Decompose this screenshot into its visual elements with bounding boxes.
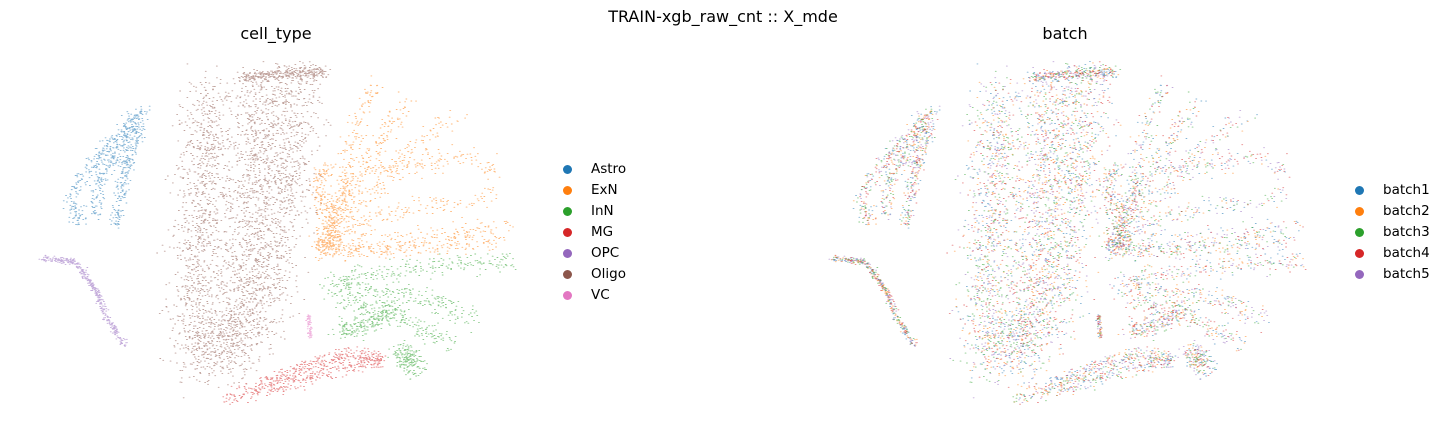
legend-cell-type: Astro ExN InN MG OPC Oligo VC xyxy=(563,159,626,306)
scatter-series xyxy=(62,105,151,229)
legend-label: batch5 xyxy=(1383,266,1430,282)
legend-label: batch3 xyxy=(1383,224,1430,240)
legend-item: batch3 xyxy=(1355,222,1430,243)
figure-suptitle: TRAIN-xgb_raw_cnt :: X_mde xyxy=(608,7,838,26)
panel-title-cell-type: cell_type xyxy=(240,24,312,43)
legend-item: batch1 xyxy=(1355,180,1430,201)
scatter-series xyxy=(832,62,1296,403)
legend-label: batch1 xyxy=(1383,182,1430,198)
legend-marker xyxy=(1355,270,1364,279)
legend-label: Oligo xyxy=(591,266,626,282)
scatter-points-cell-type xyxy=(38,60,517,405)
legend-marker xyxy=(1355,186,1364,195)
legend-marker xyxy=(563,207,572,216)
scatter-points-batch xyxy=(828,60,1307,405)
legend-label: VC xyxy=(591,287,610,303)
legend-label: ExN xyxy=(591,182,618,198)
scatter-series xyxy=(834,61,1307,405)
legend-marker xyxy=(563,291,572,300)
legend-item: Oligo xyxy=(563,264,626,285)
legend-label: Astro xyxy=(591,161,627,177)
legend-label: InN xyxy=(591,203,614,219)
legend-marker xyxy=(563,186,572,195)
legend-marker xyxy=(1355,207,1364,216)
scatter-series xyxy=(308,75,514,262)
legend-item: InN xyxy=(563,201,626,222)
legend-marker xyxy=(563,228,572,237)
legend-batch: batch1 batch2 batch3 batch4 batch5 xyxy=(1355,180,1430,285)
legend-label: batch4 xyxy=(1383,245,1430,261)
legend-item: VC xyxy=(563,285,626,306)
legend-marker xyxy=(1355,228,1364,237)
scatter-series xyxy=(828,61,1304,404)
scatter-series xyxy=(156,60,332,399)
legend-item: batch4 xyxy=(1355,243,1430,264)
legend-item: OPC xyxy=(563,243,626,264)
scatter-series xyxy=(38,254,128,347)
legend-marker xyxy=(563,249,572,258)
legend-label: MG xyxy=(591,224,614,240)
scatter-series xyxy=(319,252,517,380)
scatter-series xyxy=(833,60,1302,399)
legend-marker xyxy=(1355,249,1364,258)
legend-item: ExN xyxy=(563,180,626,201)
legend-item: batch5 xyxy=(1355,264,1430,285)
legend-label: OPC xyxy=(591,245,620,261)
legend-item: batch2 xyxy=(1355,201,1430,222)
legend-item: Astro xyxy=(563,159,626,180)
scatter-series xyxy=(222,346,387,405)
legend-item: MG xyxy=(563,222,626,243)
scatter-series xyxy=(830,62,1305,403)
legend-label: batch2 xyxy=(1383,203,1430,219)
legend-marker xyxy=(563,270,572,279)
legend-marker xyxy=(563,165,572,174)
scatter-series xyxy=(305,314,313,339)
panel-title-batch: batch xyxy=(1042,24,1088,43)
